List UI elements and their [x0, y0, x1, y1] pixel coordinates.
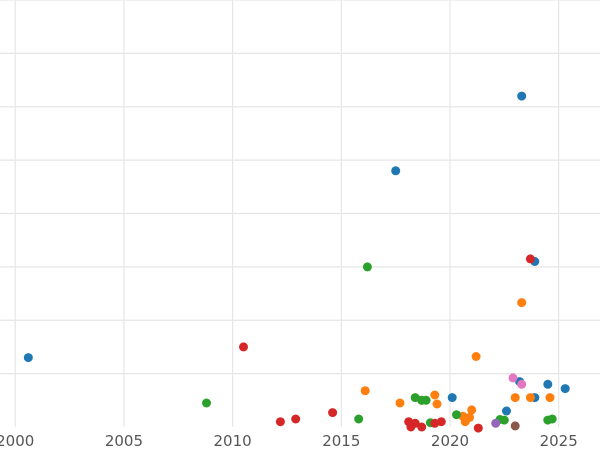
data-point-orange: [471, 352, 481, 361]
data-point-orange: [432, 399, 442, 409]
data-point-orange: [430, 390, 440, 400]
data-points: [23, 91, 570, 433]
data-point-green: [452, 410, 461, 420]
x-axis-ticks: 2000 2005 2010 2015 2020 2025: [0, 432, 578, 450]
data-point-blue: [560, 384, 570, 394]
data-point-red: [473, 423, 483, 433]
data-point-purple: [491, 418, 501, 428]
x-tick-label: 2000: [0, 432, 34, 450]
data-point-red: [525, 254, 535, 264]
data-point-blue: [517, 91, 527, 101]
data-point-blue: [23, 353, 33, 363]
data-point-pink: [517, 379, 527, 389]
data-point-green: [421, 395, 431, 405]
data-point-blue: [502, 406, 511, 416]
data-point-pink: [508, 373, 518, 383]
data-point-green: [202, 398, 211, 408]
data-point-red: [239, 342, 248, 352]
data-point-green: [354, 414, 364, 424]
data-point-blue: [447, 393, 457, 403]
data-point-orange: [525, 393, 535, 403]
data-point-green: [499, 415, 509, 425]
x-tick-label: 2020: [431, 432, 469, 450]
data-point-blue: [391, 166, 401, 176]
data-point-red: [328, 408, 338, 418]
data-point-orange: [545, 393, 555, 403]
x-tick-label: 2010: [214, 432, 252, 450]
x-tick-label: 2015: [322, 432, 360, 450]
data-point-orange: [395, 398, 405, 408]
x-tick-label: 2025: [540, 432, 578, 450]
data-point-orange: [360, 386, 370, 396]
data-point-red: [436, 417, 446, 427]
data-point-blue: [543, 379, 553, 389]
x-tick-label: 2005: [105, 432, 143, 450]
data-point-green: [547, 414, 557, 424]
data-point-brown: [510, 421, 520, 431]
data-point-orange: [510, 393, 520, 403]
data-point-green: [362, 262, 372, 272]
data-point-red: [291, 414, 301, 424]
data-point-red: [417, 422, 427, 432]
data-point-orange: [467, 405, 477, 415]
grid: [0, 0, 600, 427]
data-point-orange: [465, 412, 475, 422]
data-point-orange: [517, 298, 527, 308]
data-point-red: [275, 417, 285, 427]
